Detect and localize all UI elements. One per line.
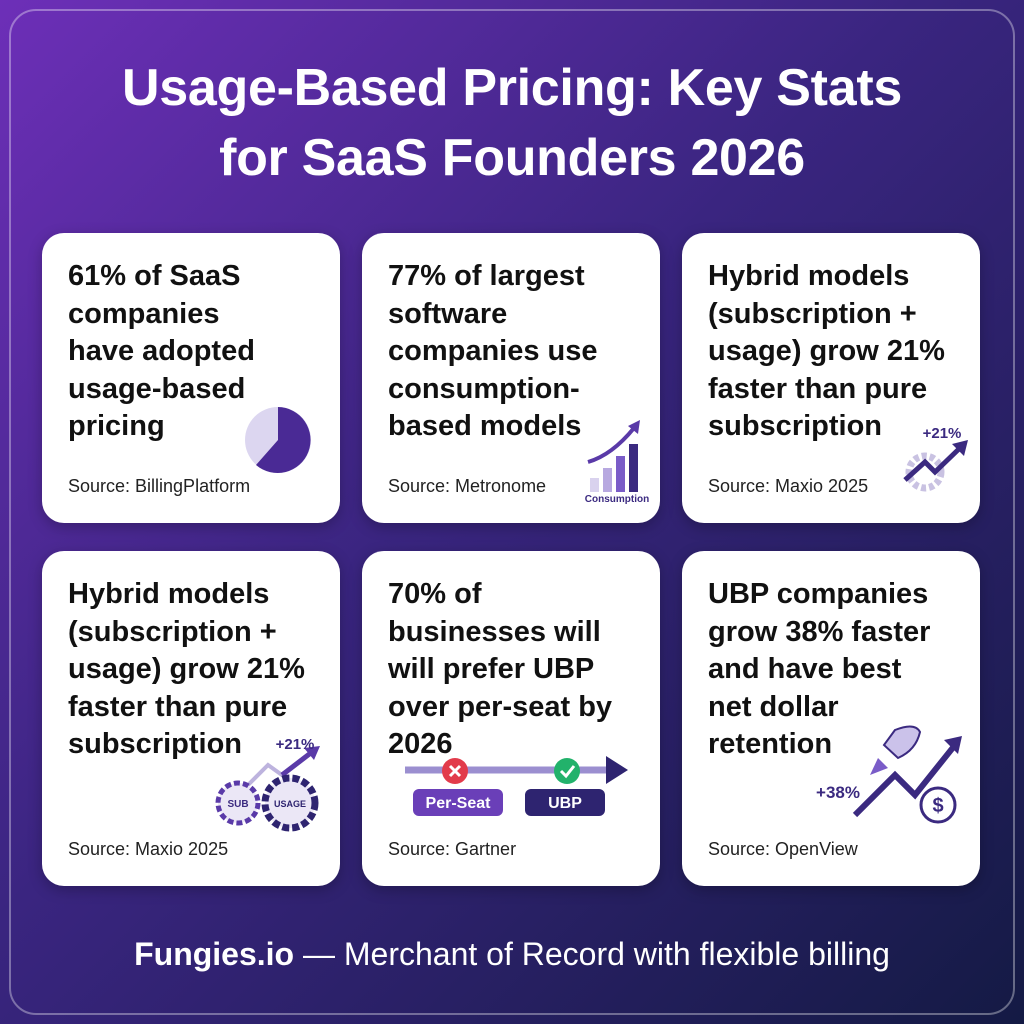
stat-line: businesses will [388,615,601,648]
footer: Fungies.io — Merchant of Record with fle… [0,936,1024,973]
source: Source: Maxio 2025 [708,476,869,496]
stat-line: grow 38% faster [708,615,931,648]
stat-card: 61% of SaaS companies have adopted usage-ba… [42,233,340,523]
stat-line: consumption- [388,372,580,405]
title-line: for SaaS Founders 2026 [219,129,805,187]
stat-line: faster than pure [708,372,928,405]
stat-line: usage-based [68,372,246,405]
stat-line: will prefer UBP [388,653,595,685]
stat-line: 2026 [388,728,453,760]
stat-line: (subscription + [68,615,277,648]
stat-line: pricing [68,410,165,442]
title-line: Usage-Based Pricing: Key Stats [122,59,902,117]
source: Source: Maxio 2025 [68,839,229,859]
stat-line: and have best [708,653,902,685]
stat-line: companies use [388,335,598,367]
stat-card: 77% of largest software companies use consu… [362,233,660,523]
stat-line: net dollar [708,690,839,723]
stat-line: companies [68,297,220,330]
stat-line: have adopted [68,335,255,367]
stat-card: UBP companies grow 38% faster and have bes… [682,551,980,886]
stat-line: subscription [708,410,883,442]
stat-card: Hybrid models (subscription + usage) grow … [42,551,340,886]
stat-card: 70% of businesses will will prefer UBP over… [362,551,660,886]
source: Source: BillingPlatform [68,476,251,496]
stat-line: 77% of largest [388,260,585,292]
stat-line: retention [708,728,833,760]
stat-line: UBP companies [708,578,929,610]
stat-line: over per-seat by [388,690,613,723]
stat-line: faster than pure [68,690,288,723]
footer-brand: Fungies.io [134,936,295,972]
stat-line: (subscription + [708,297,917,330]
source: Source: Metronome [388,476,547,496]
stat-line: based models [388,410,582,442]
footer-text: — Merchant of Record with flexible billi… [294,936,890,972]
stat-line: subscription [68,728,243,760]
stat-line: Hybrid models [708,260,910,292]
stat-line: 70% of [388,578,482,610]
stat-line: usage) grow 21% [68,653,305,685]
stat-line: usage) grow 21% [708,335,945,367]
stat-line: 61% of SaaS [68,260,241,292]
source: Source: Gartner [388,839,517,859]
stat-line: software [388,297,508,330]
stat-card: Hybrid models (subscription + usage) grow … [682,233,980,523]
stat-line: Hybrid models [68,578,270,610]
source: Source: OpenView [708,839,858,859]
